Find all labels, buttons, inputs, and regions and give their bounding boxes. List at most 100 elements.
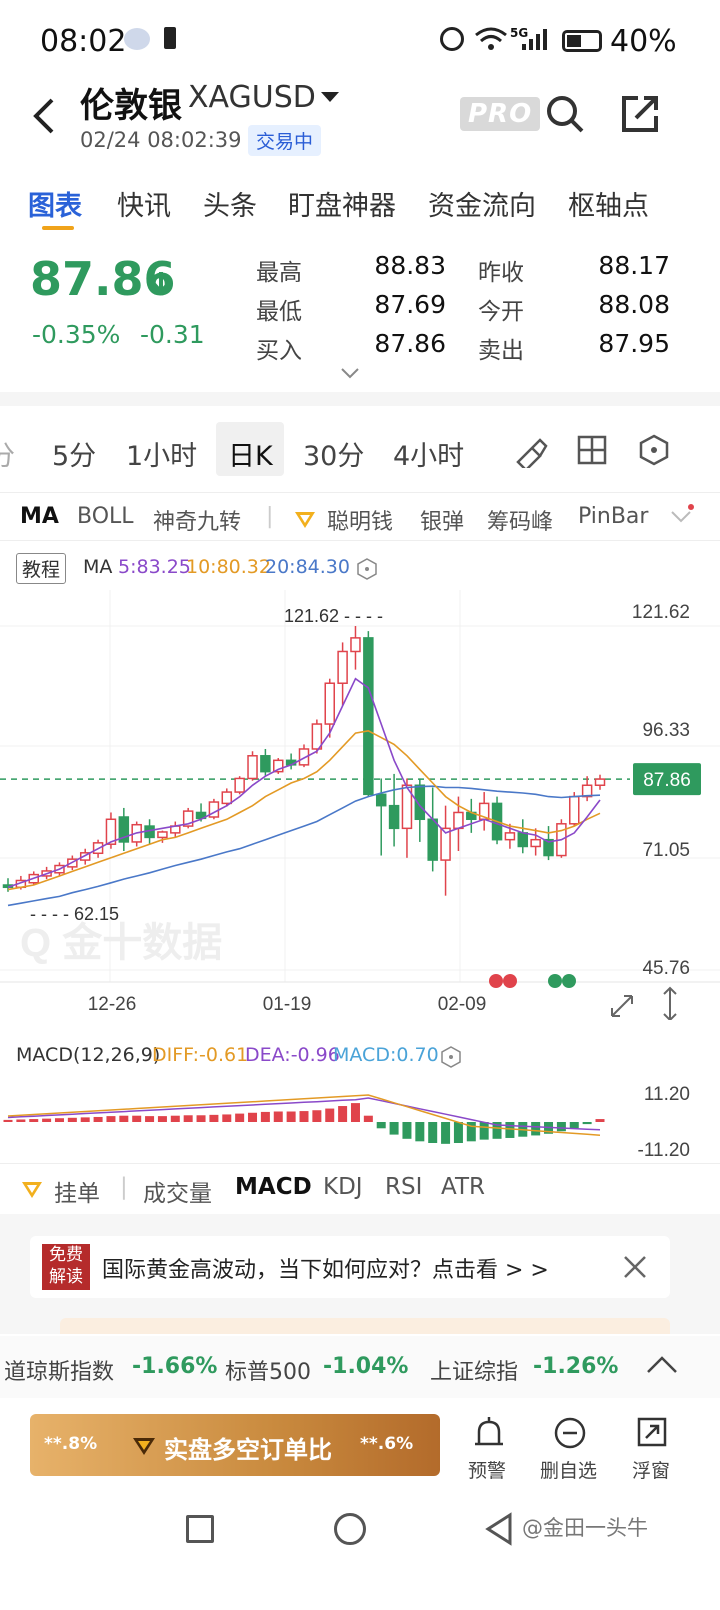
nav-back-button[interactable] bbox=[484, 1512, 514, 1546]
tutorial-button[interactable]: 教程 bbox=[16, 553, 67, 584]
dropdown-caret-icon[interactable] bbox=[320, 90, 340, 104]
diamond-vip-icon bbox=[133, 1438, 155, 1455]
tab-fund-flow[interactable]: 资金流向 bbox=[428, 191, 536, 222]
banner-text: 国际黄金高波动，当下如何应对？点击看 > > bbox=[102, 1258, 549, 1283]
period-bar: 分 5分 1小时 日K 30分 4小时 bbox=[0, 420, 720, 480]
macd-dea: DEA:-0.96 bbox=[245, 1044, 340, 1066]
macd-bar bbox=[338, 1106, 348, 1122]
sub-tab-atr[interactable]: ATR bbox=[441, 1174, 485, 1200]
candle-body bbox=[105, 818, 117, 845]
layout-grid-icon[interactable] bbox=[576, 434, 608, 466]
remove-watchlist-label[interactable]: 删自选 bbox=[540, 1460, 598, 1482]
float-window-label[interactable]: 浮窗 bbox=[632, 1460, 671, 1482]
indicator-boll[interactable]: BOLL bbox=[77, 504, 134, 529]
back-icon[interactable] bbox=[30, 96, 60, 136]
status-bar: 08:02 5G 40% bbox=[0, 0, 720, 80]
period-1min[interactable]: 分 bbox=[0, 441, 15, 472]
macd-bar bbox=[582, 1122, 592, 1125]
collapse-up-icon[interactable] bbox=[646, 1354, 678, 1376]
macd-bar bbox=[415, 1122, 425, 1142]
indicator-smart-money[interactable]: 聪明钱 bbox=[327, 510, 394, 535]
candle-body bbox=[401, 784, 413, 830]
x-axis-label: 12-26 bbox=[88, 994, 137, 1015]
change-value: -0.31 bbox=[140, 320, 205, 349]
sub-tab-rsi[interactable]: RSI bbox=[385, 1174, 423, 1200]
banner-shadow bbox=[60, 1318, 670, 1334]
search-icon[interactable] bbox=[545, 94, 585, 134]
period-day[interactable]: 日K bbox=[228, 441, 273, 472]
candle-body bbox=[594, 778, 606, 787]
sub-tab-volume[interactable]: 成交量 bbox=[143, 1181, 212, 1207]
alert-bell-icon[interactable] bbox=[472, 1416, 506, 1450]
long-short-ratio-button[interactable]: **.8% 实盘多空订单比 **.6% bbox=[30, 1414, 440, 1476]
more-chevron-icon[interactable] bbox=[670, 508, 692, 526]
sub-tab-kdj[interactable]: KDJ bbox=[323, 1174, 363, 1200]
signal-dot bbox=[489, 974, 503, 988]
macd-bar bbox=[286, 1111, 296, 1122]
candle-body bbox=[388, 804, 400, 830]
pro-badge[interactable]: PRO bbox=[460, 97, 541, 131]
macd-bar bbox=[183, 1115, 193, 1122]
macd-bar bbox=[402, 1122, 412, 1139]
y-axis-label: 96.33 bbox=[642, 720, 690, 741]
candlestick-chart[interactable]: Q 金十数据 121.62 96.33 71.05 45.76 87.86 121.62 -… bbox=[0, 590, 720, 1020]
draw-tool-icon[interactable] bbox=[512, 432, 548, 468]
share-icon[interactable] bbox=[620, 94, 660, 134]
macd-bar bbox=[196, 1115, 206, 1122]
candle-body bbox=[273, 759, 284, 773]
current-price-tag bbox=[633, 763, 701, 796]
macd-bar bbox=[42, 1118, 52, 1122]
macd-chart[interactable]: 11.20 -11.20 bbox=[0, 1072, 720, 1164]
period-30min[interactable]: 30分 bbox=[303, 441, 365, 472]
tab-chart[interactable]: 图表 bbox=[28, 191, 82, 222]
period-1h[interactable]: 1小时 bbox=[126, 441, 198, 472]
indicator-chip-peak[interactable]: 筹码峰 bbox=[487, 510, 554, 535]
indicator-silver-bullet[interactable]: 银弹 bbox=[420, 510, 465, 535]
index-dow-value: -1.66% bbox=[132, 1354, 218, 1379]
candle-body bbox=[569, 795, 580, 825]
divider bbox=[0, 492, 720, 493]
indicator-ma[interactable]: MA bbox=[20, 504, 59, 529]
period-5min[interactable]: 5分 bbox=[52, 441, 97, 472]
fullscreen-icon bbox=[611, 995, 633, 1017]
change-percent: -0.35% bbox=[32, 320, 121, 349]
index-ticker[interactable]: 道琼斯指数 -1.66% 标普500 -1.04% 上证综指 -1.26% bbox=[0, 1336, 720, 1398]
candle-body bbox=[337, 650, 348, 684]
network-type: 5G bbox=[510, 26, 529, 40]
macd-bar bbox=[492, 1122, 502, 1139]
macd-bar bbox=[235, 1113, 245, 1122]
signal-icon bbox=[522, 29, 547, 50]
instrument-code[interactable]: XAGUSD bbox=[188, 80, 316, 115]
tab-watch-tool[interactable]: 盯盘神器 bbox=[288, 191, 396, 222]
sub-tab-macd[interactable]: MACD bbox=[235, 1174, 312, 1200]
candle-body bbox=[182, 810, 194, 827]
down-arrow-icon bbox=[151, 272, 171, 296]
indicator-magic9[interactable]: 神奇九转 bbox=[153, 510, 242, 535]
tab-pivot[interactable]: 枢轴点 bbox=[568, 191, 649, 222]
candle-body bbox=[517, 832, 529, 848]
indicator-pinbar[interactable]: PinBar bbox=[578, 504, 649, 529]
float-window-icon[interactable] bbox=[636, 1416, 668, 1448]
period-4h[interactable]: 4小时 bbox=[393, 441, 465, 472]
tab-flash[interactable]: 快讯 bbox=[117, 191, 171, 222]
macd-bar bbox=[157, 1116, 167, 1122]
settings-hex-icon[interactable] bbox=[638, 434, 670, 466]
alert-label[interactable]: 预警 bbox=[468, 1460, 507, 1482]
promo-banner[interactable]: 免费 解读 国际黄金高波动，当下如何应对？点击看 > > bbox=[30, 1236, 670, 1298]
nav-home-button[interactable] bbox=[334, 1513, 366, 1545]
tab-headlines[interactable]: 头条 bbox=[203, 191, 257, 222]
macd-settings-icon[interactable] bbox=[440, 1046, 462, 1068]
macd-bar bbox=[248, 1112, 258, 1122]
macd-bar bbox=[569, 1122, 579, 1129]
status-time: 08:02 bbox=[40, 24, 127, 59]
sub-tab-orders[interactable]: 挂单 bbox=[54, 1181, 100, 1207]
expand-chevron-icon[interactable] bbox=[340, 366, 360, 380]
remove-watchlist-icon[interactable] bbox=[553, 1416, 587, 1450]
candle-body bbox=[350, 637, 361, 653]
close-icon[interactable] bbox=[622, 1254, 648, 1280]
macd-bar bbox=[350, 1103, 360, 1122]
sub-tab-separator: | bbox=[120, 1174, 128, 1200]
ma-settings-icon[interactable] bbox=[356, 558, 378, 580]
macd-bar bbox=[29, 1119, 39, 1122]
nav-recents-button[interactable] bbox=[186, 1515, 214, 1543]
